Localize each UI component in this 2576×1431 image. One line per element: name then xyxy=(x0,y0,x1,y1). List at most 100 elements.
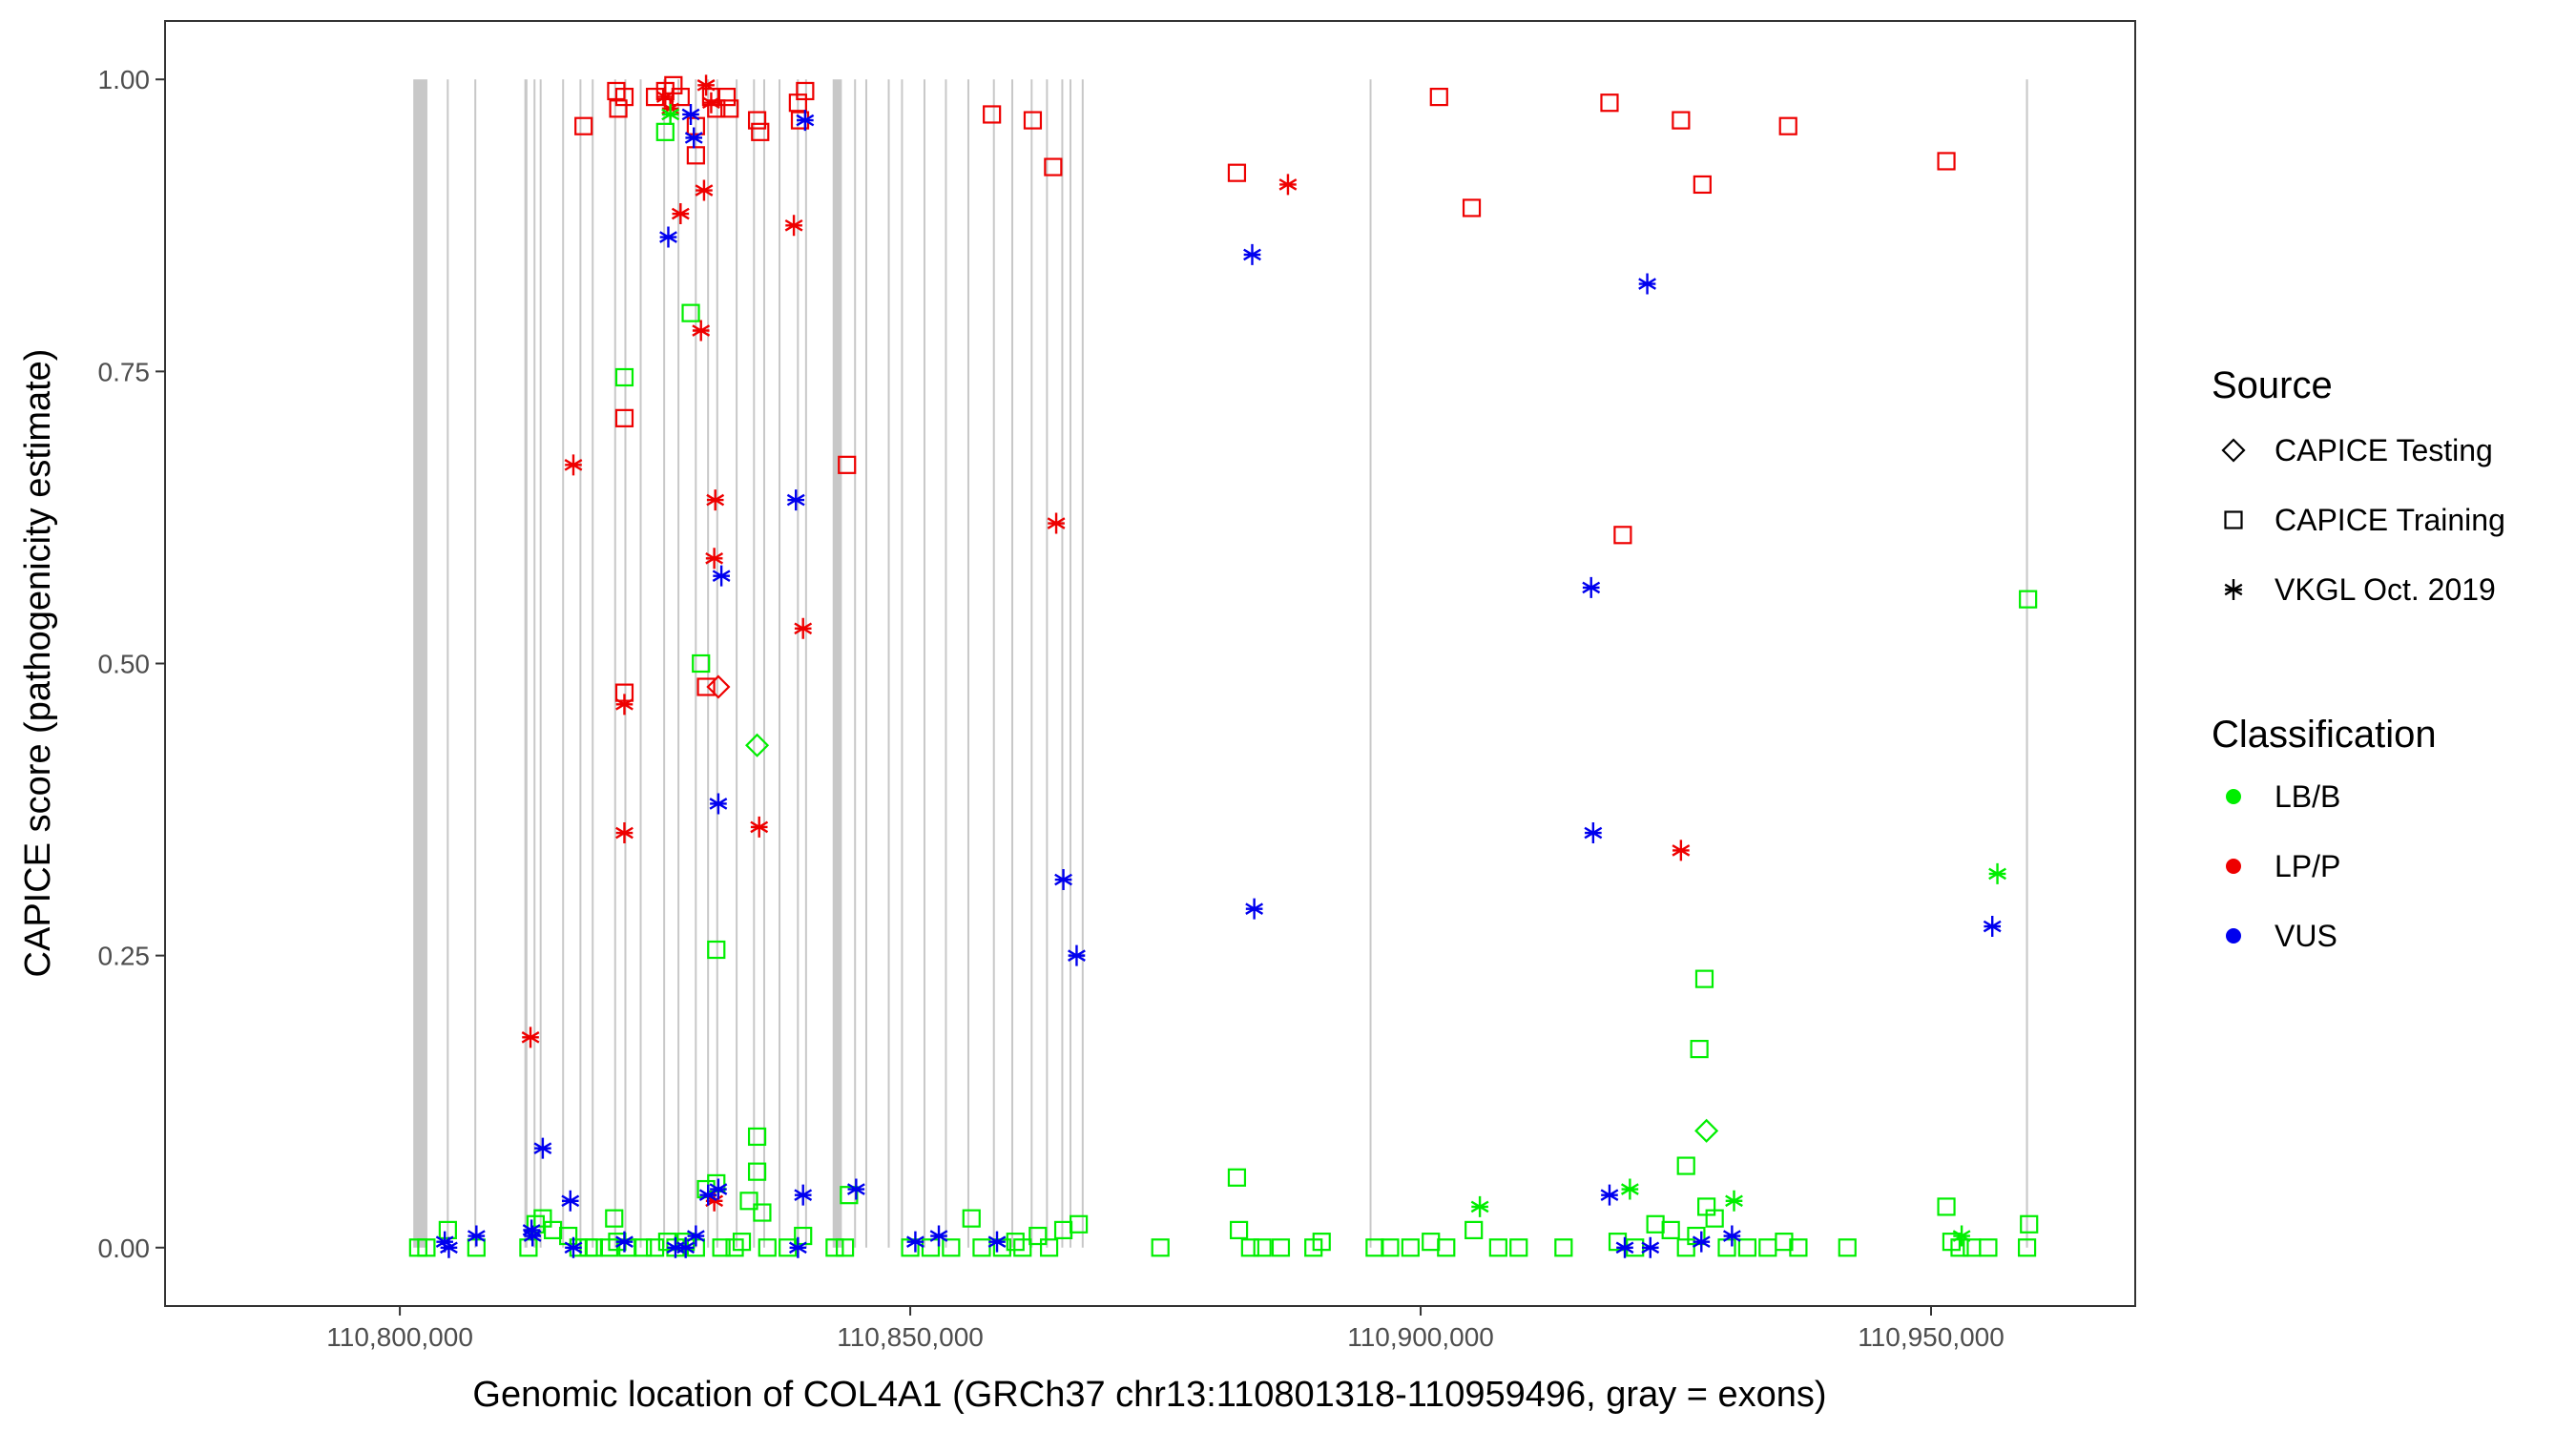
data-point-asterisk-vus xyxy=(846,1178,865,1200)
data-point-square-lb-b xyxy=(681,303,700,322)
data-point-square-lb-b xyxy=(1253,1238,1272,1257)
data-point-square-lb-b xyxy=(707,940,726,960)
exon-band xyxy=(474,79,477,1248)
legend-source-label: VKGL Oct. 2019 xyxy=(2275,572,2496,607)
data-point-square-lb-b xyxy=(1937,1197,1956,1216)
data-point-asterisk-vus xyxy=(1068,944,1086,966)
y-tick-label: 0.00 xyxy=(98,1234,151,1263)
data-point-asterisk-vus xyxy=(987,1231,1007,1253)
data-point-asterisk-vus xyxy=(1054,869,1072,891)
data-point-square-lp-p xyxy=(1462,198,1482,218)
data-point-asterisk-lb-b xyxy=(1620,1178,1639,1200)
data-point-asterisk-vus xyxy=(929,1225,948,1247)
data-point-asterisk-lp-p xyxy=(696,74,716,96)
data-point-asterisk-lb-b xyxy=(1725,1190,1743,1212)
data-point-asterisk-vus xyxy=(1584,822,1603,844)
legend-source-label: CAPICE Testing xyxy=(2275,433,2493,467)
data-point-asterisk-vus xyxy=(788,1236,807,1258)
data-point-asterisk-vus xyxy=(712,565,731,587)
legend-class-label: LP/P xyxy=(2275,849,2340,883)
point-layer xyxy=(408,74,2039,1258)
data-point-square-lb-b xyxy=(1775,1233,1794,1252)
exon-band xyxy=(533,79,536,1248)
y-tick-label: 0.25 xyxy=(98,942,151,971)
exon-band xyxy=(804,79,807,1248)
data-point-square-lb-b xyxy=(1381,1238,1400,1257)
data-point-square-lb-b xyxy=(758,1238,777,1257)
data-point-square-lb-b xyxy=(1240,1238,1259,1257)
data-point-square-lb-b xyxy=(1950,1238,1969,1257)
data-point-square-lb-b xyxy=(2019,590,2038,609)
exon-band xyxy=(887,79,890,1248)
data-point-asterisk-vus xyxy=(435,1231,454,1253)
y-axis-title: CAPICE score (pathogenicity estimate) xyxy=(18,349,58,978)
exon-band xyxy=(613,79,616,1248)
data-point-asterisk-vus xyxy=(905,1231,924,1253)
data-point-square-lp-p xyxy=(609,99,628,118)
data-point-square-lp-p xyxy=(686,146,705,165)
data-point-asterisk-vus xyxy=(796,110,815,132)
data-point-asterisk-vus xyxy=(684,127,703,149)
data-point-square-lb-b xyxy=(614,367,634,387)
data-point-asterisk-vus xyxy=(676,1236,696,1258)
exon-band xyxy=(797,79,800,1248)
data-point-asterisk-vus xyxy=(709,793,728,815)
data-point-square-lb-b xyxy=(1694,969,1714,988)
data-point-square-lb-b xyxy=(732,1233,752,1252)
exon-band xyxy=(413,79,427,1248)
legend-classification-title: Classification xyxy=(2212,714,2437,756)
data-point-asterisk-lp-p xyxy=(705,1190,724,1212)
data-point-asterisk-vus xyxy=(794,1184,813,1206)
data-point-square-lb-b xyxy=(1554,1238,1573,1257)
data-point-asterisk-lp-p xyxy=(655,86,675,108)
data-point-square-lb-b xyxy=(942,1238,961,1257)
y-tick-label: 0.50 xyxy=(98,650,151,679)
data-point-square-lp-p xyxy=(1429,87,1448,107)
data-point-diamond-lb-b xyxy=(745,733,770,757)
data-point-square-lb-b xyxy=(417,1238,436,1257)
data-point-asterisk-vus xyxy=(1243,243,1261,265)
data-point-square-lb-b xyxy=(1838,1238,1857,1257)
data-point-square-lb-b xyxy=(1690,1039,1709,1059)
data-point-square-lb-b xyxy=(972,1238,991,1257)
exon-band xyxy=(1369,79,1372,1248)
data-point-asterisk-vus xyxy=(1615,1236,1634,1258)
data-point-asterisk-vus xyxy=(1245,898,1264,920)
data-point-square-lp-p xyxy=(1600,93,1619,113)
data-point-square-lb-b xyxy=(1676,1238,1695,1257)
exon-band xyxy=(736,79,738,1248)
data-point-square-lp-p xyxy=(796,81,815,101)
legend-dot-icon xyxy=(2226,789,2241,804)
data-point-square-lb-b xyxy=(1227,1168,1247,1187)
data-point-square-lp-p xyxy=(696,677,716,696)
data-point-asterisk-lb-b xyxy=(1470,1195,1489,1217)
exon-band xyxy=(716,79,718,1248)
exon-band xyxy=(832,79,842,1248)
data-point-square-lb-b xyxy=(825,1238,844,1257)
data-point-asterisk-vus xyxy=(1638,273,1656,295)
data-point-square-lb-b xyxy=(1229,1220,1249,1240)
data-point-square-lb-b xyxy=(1013,1238,1032,1257)
legend-class-label: LB/B xyxy=(2275,779,2340,814)
data-point-asterisk-vus xyxy=(786,489,805,511)
data-point-square-lp-p xyxy=(1937,152,1956,171)
legend-asterisk-icon xyxy=(2224,579,2243,600)
data-point-square-lb-b xyxy=(692,653,711,674)
exon-band xyxy=(1010,79,1013,1248)
exon-band xyxy=(864,79,867,1248)
data-point-square-lp-p xyxy=(1613,526,1632,545)
data-point-square-lp-p xyxy=(720,99,739,118)
data-point-square-lb-b xyxy=(1737,1238,1757,1257)
data-point-asterisk-vus xyxy=(467,1225,486,1247)
legend-diamond-icon xyxy=(2221,438,2246,463)
data-point-asterisk-lp-p xyxy=(615,822,634,844)
data-point-asterisk-vus xyxy=(440,1236,458,1258)
legend-class-items: LB/B LP/P VUS xyxy=(2226,779,2340,953)
exon-band xyxy=(992,79,995,1248)
data-point-square-lp-p xyxy=(1227,163,1247,182)
exon-band xyxy=(624,79,627,1248)
legend-source-label: CAPICE Training xyxy=(2275,503,2505,537)
axis-layer: 110,800,000 110,850,000 110,900,000 110,950… xyxy=(98,65,2005,1352)
data-point-square-lb-b xyxy=(533,1209,552,1228)
